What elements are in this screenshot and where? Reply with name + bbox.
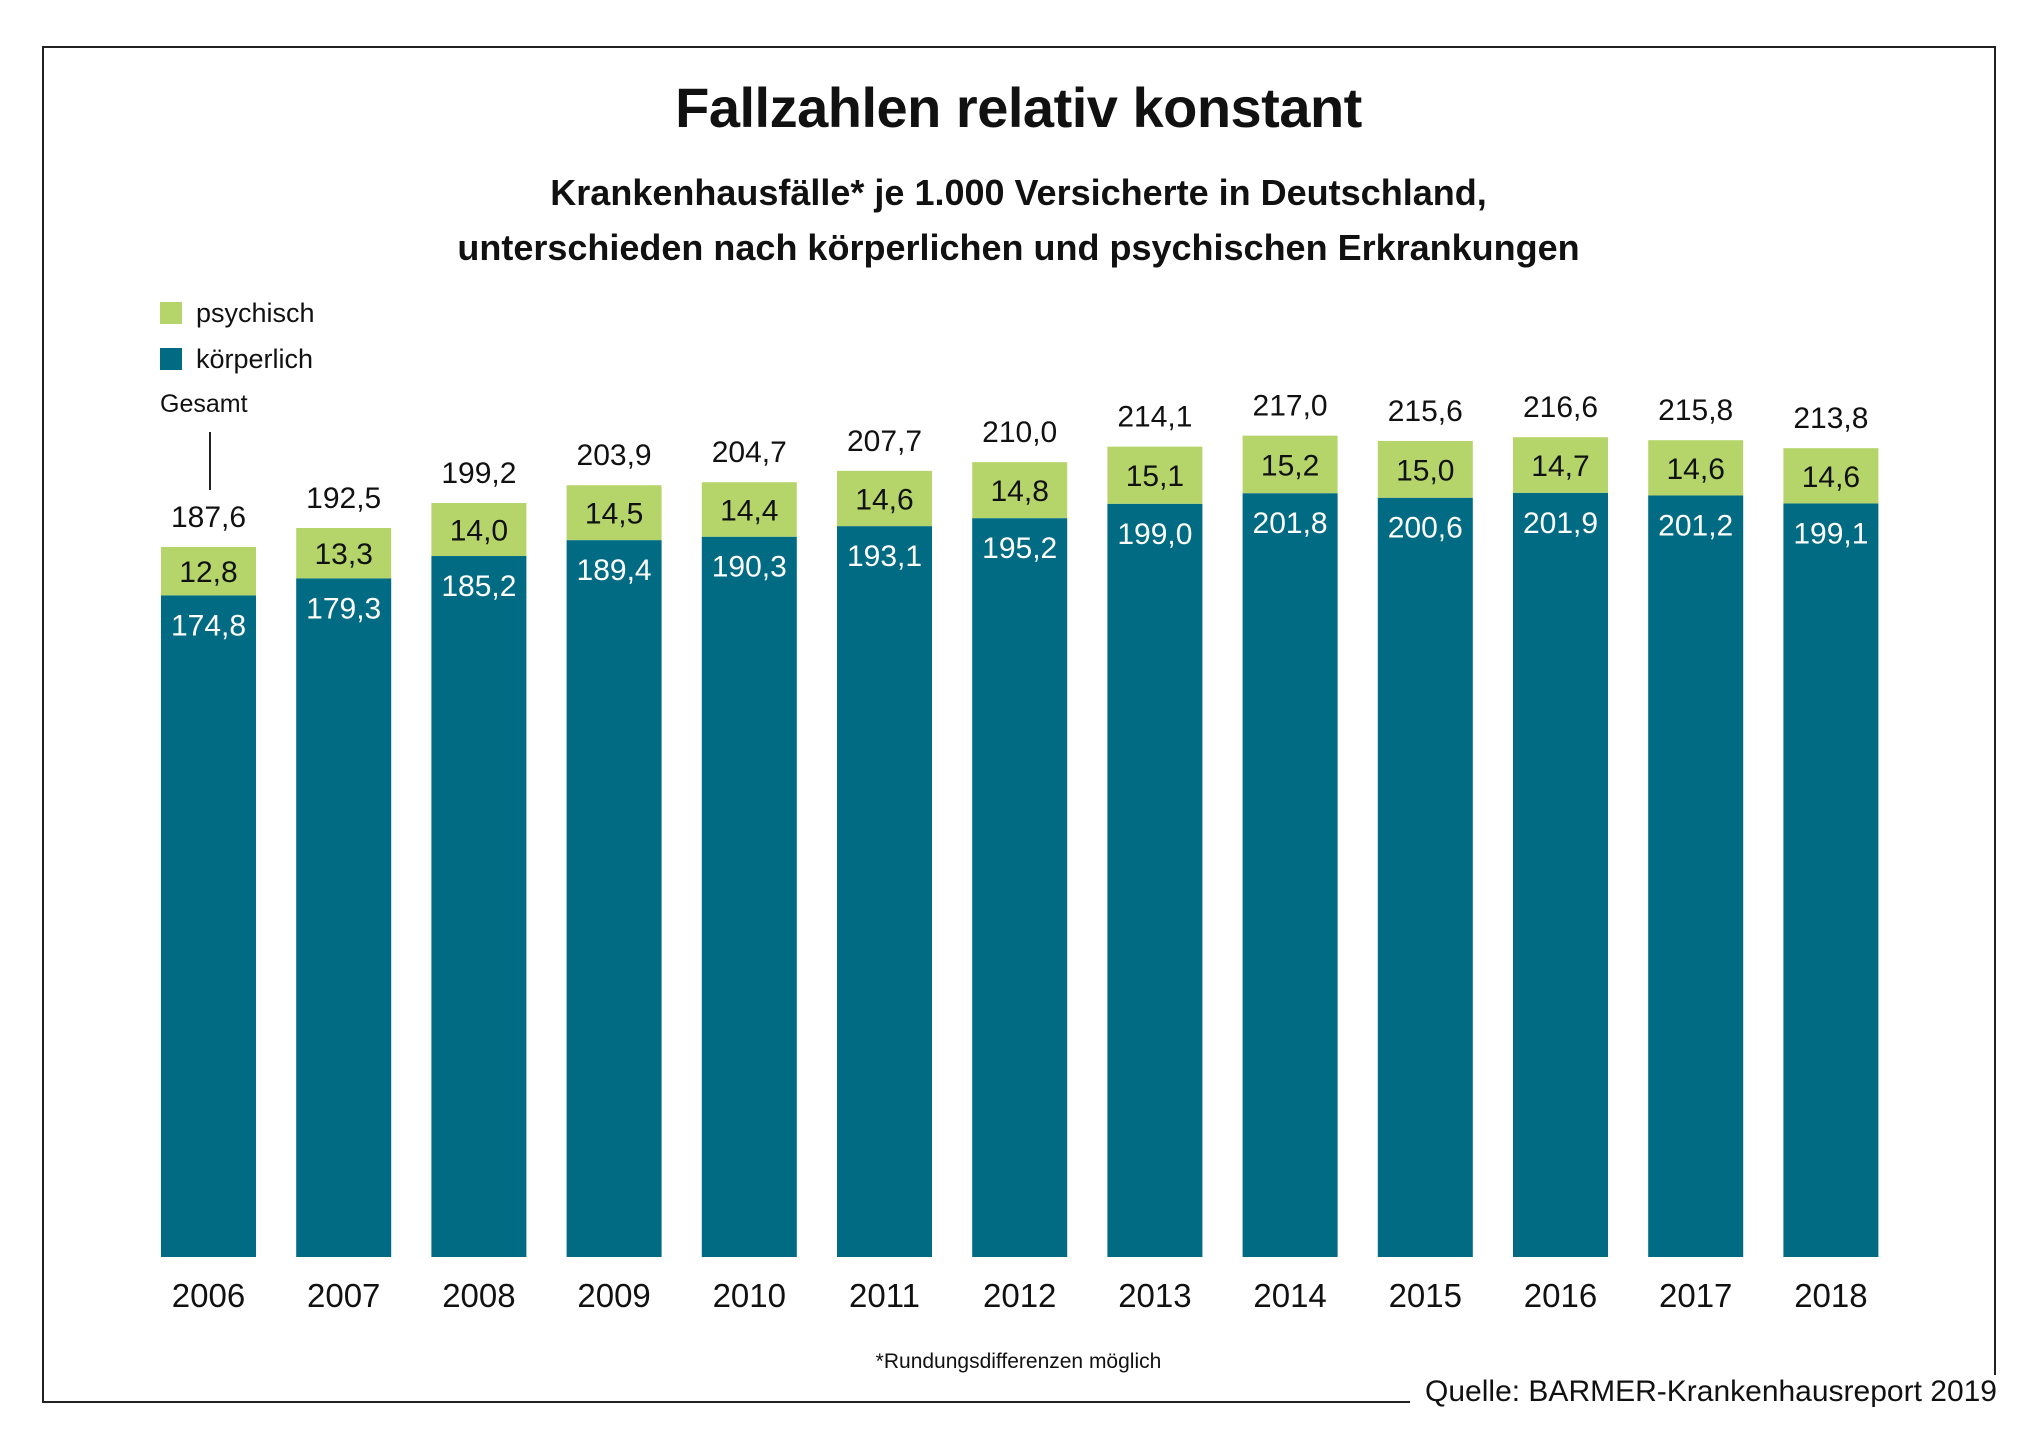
- label-psychisch-2012: 14,8: [991, 475, 1049, 508]
- x-tick-label-2015: 2015: [1389, 1277, 1462, 1314]
- bar-psychisch-2017: [1648, 440, 1744, 496]
- label-psychisch-2006: 12,8: [179, 556, 237, 589]
- label-psychisch-2010: 14,4: [720, 494, 778, 527]
- label-gesamt-2013: 214,1: [1117, 401, 1192, 434]
- x-tick-label-2014: 2014: [1253, 1277, 1326, 1314]
- bar-koerperlich-2010: [701, 536, 797, 1257]
- label-gesamt-2012: 210,0: [982, 416, 1057, 449]
- bar-koerperlich-2008: [431, 556, 527, 1257]
- label-gesamt-2018: 213,8: [1793, 402, 1868, 435]
- legend-swatch-psychisch: [160, 302, 182, 324]
- legend-label-koerperlich: körperlich: [196, 343, 314, 374]
- label-koerperlich-2015: 200,6: [1388, 512, 1463, 545]
- x-tick-label-2007: 2007: [307, 1277, 380, 1314]
- label-koerperlich-2009: 189,4: [577, 554, 652, 587]
- bar-psychisch-2013: [1107, 446, 1203, 504]
- bar-koerperlich-2007: [296, 578, 392, 1257]
- label-gesamt-2014: 217,0: [1253, 390, 1328, 423]
- label-gesamt-2017: 215,8: [1658, 394, 1733, 427]
- label-psychisch-2007: 13,3: [315, 538, 373, 571]
- x-tick-label-2017: 2017: [1659, 1277, 1732, 1314]
- source-label: Quelle: BARMER-Krankenhausreport 2019: [1419, 1375, 1997, 1409]
- bar-psychisch-2012: [972, 462, 1068, 519]
- label-gesamt-2010: 204,7: [712, 436, 787, 469]
- bar-koerperlich-2018: [1783, 503, 1879, 1257]
- bar-psychisch-2007: [296, 528, 392, 579]
- x-tick-label-2011: 2011: [849, 1277, 920, 1314]
- chart-subtitle-line-2: unterschieden nach körperlichen und psyc…: [457, 227, 1580, 268]
- label-psychisch-2015: 15,0: [1396, 454, 1454, 487]
- chart-frame: [42, 46, 1996, 1403]
- label-koerperlich-2007: 179,3: [306, 592, 381, 625]
- x-tick-label-2016: 2016: [1524, 1277, 1597, 1314]
- legend-item-koerperlich: körperlich: [160, 344, 313, 374]
- label-koerperlich-2010: 190,3: [712, 551, 787, 584]
- label-psychisch-2014: 15,2: [1261, 449, 1319, 482]
- legend-swatch-koerperlich: [160, 348, 182, 370]
- label-gesamt-2006: 187,6: [171, 501, 246, 534]
- label-psychisch-2018: 14,6: [1802, 461, 1860, 494]
- label-psychisch-2013: 15,1: [1126, 460, 1184, 493]
- bar-psychisch-2011: [837, 470, 932, 527]
- bar-psychisch-2014: [1242, 435, 1338, 494]
- bar-koerperlich-2011: [837, 526, 932, 1257]
- label-koerperlich-2008: 185,2: [441, 570, 516, 603]
- bar-psychisch-2006: [161, 546, 256, 596]
- x-tick-label-2006: 2006: [172, 1277, 245, 1314]
- label-koerperlich-2013: 199,0: [1117, 518, 1192, 551]
- label-psychisch-2011: 14,6: [855, 483, 913, 516]
- x-tick-label-2012: 2012: [983, 1277, 1056, 1314]
- label-gesamt-2011: 207,7: [847, 425, 922, 458]
- gesamt-annotation-line: [209, 432, 211, 490]
- bar-koerperlich-2015: [1377, 497, 1473, 1257]
- legend-label-psychisch: psychisch: [196, 297, 315, 328]
- legend-item-psychisch: psychisch: [160, 298, 315, 328]
- chart-subtitle-line-1: Krankenhausfälle* je 1.000 Versicherte i…: [550, 172, 1487, 213]
- bar-koerperlich-2016: [1513, 492, 1608, 1258]
- label-psychisch-2017: 14,6: [1667, 453, 1725, 486]
- x-tick-label-2010: 2010: [713, 1277, 786, 1314]
- bar-psychisch-2018: [1783, 448, 1879, 504]
- x-tick-label-2013: 2013: [1118, 1277, 1191, 1314]
- label-psychisch-2016: 14,7: [1531, 450, 1589, 483]
- bar-koerperlich-2017: [1648, 495, 1744, 1257]
- footnote: *Rundungsdifferenzen möglich: [875, 1350, 1162, 1373]
- bar-psychisch-2008: [431, 503, 527, 557]
- label-koerperlich-2012: 195,2: [982, 532, 1057, 565]
- label-koerperlich-2018: 199,1: [1793, 517, 1868, 550]
- gesamt-annotation: Gesamt: [160, 390, 248, 418]
- label-psychisch-2008: 14,0: [450, 515, 508, 548]
- bar-koerperlich-2013: [1107, 503, 1203, 1257]
- bar-psychisch-2015: [1377, 440, 1473, 498]
- chart-title: Fallzahlen relativ konstant: [675, 76, 1362, 139]
- label-koerperlich-2006: 174,8: [171, 609, 246, 642]
- label-gesamt-2009: 203,9: [577, 439, 652, 472]
- bar-koerperlich-2009: [566, 540, 662, 1257]
- bar-psychisch-2016: [1513, 437, 1608, 493]
- label-koerperlich-2011: 193,1: [847, 540, 922, 573]
- bar-koerperlich-2006: [161, 595, 256, 1257]
- bar-psychisch-2010: [701, 482, 797, 537]
- label-psychisch-2009: 14,5: [585, 498, 643, 531]
- bar-koerperlich-2012: [972, 518, 1068, 1257]
- x-tick-label-2018: 2018: [1794, 1277, 1867, 1314]
- label-gesamt-2016: 216,6: [1523, 391, 1598, 424]
- x-tick-label-2009: 2009: [577, 1277, 650, 1314]
- label-koerperlich-2016: 201,9: [1523, 507, 1598, 540]
- x-tick-label-2008: 2008: [442, 1277, 515, 1314]
- bar-koerperlich-2014: [1242, 493, 1338, 1257]
- label-gesamt-2015: 215,6: [1388, 395, 1463, 428]
- label-gesamt-2008: 199,2: [441, 457, 516, 490]
- label-koerperlich-2014: 201,8: [1253, 507, 1328, 540]
- label-gesamt-2007: 192,5: [306, 482, 381, 515]
- bar-psychisch-2009: [566, 485, 662, 541]
- label-koerperlich-2017: 201,2: [1658, 509, 1733, 542]
